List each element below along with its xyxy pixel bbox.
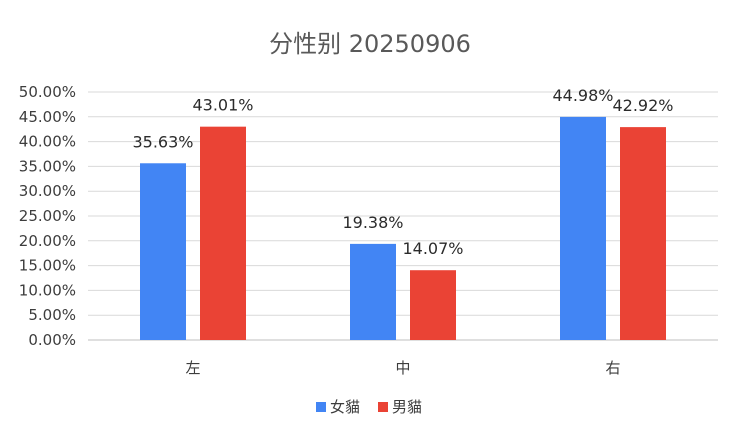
bars [140, 116, 666, 341]
x-axis-categories: 左中右 [185, 359, 620, 377]
bar [140, 163, 186, 340]
legend-swatch [316, 402, 326, 412]
y-tick-label: 50.00% [19, 83, 76, 101]
y-tick-label: 10.00% [19, 281, 76, 299]
legend-label: 男貓 [392, 398, 422, 416]
y-tick-label: 15.00% [19, 257, 76, 275]
y-tick-label: 25.00% [19, 207, 76, 225]
legend-label: 女貓 [330, 398, 360, 416]
y-tick-label: 45.00% [19, 108, 76, 126]
chart-title: 分性别 20250906 [269, 30, 471, 58]
bar [620, 127, 666, 341]
legend: 女貓 男貓 [316, 398, 422, 416]
y-axis-ticks: 0.00% 5.00% 10.00% 15.00% 20.00% 25.00% 30.00%… [19, 83, 76, 349]
gridlines [88, 91, 718, 341]
bar [350, 243, 396, 340]
bar [560, 116, 606, 340]
bar [200, 126, 246, 340]
data-label: 42.92% [612, 96, 673, 115]
y-tick-label: 0.00% [28, 331, 76, 349]
x-category-label: 中 [395, 359, 410, 377]
data-labels: 35.63% 43.01% 19.38% 14.07% 44.98%42.92% [132, 86, 673, 258]
y-tick-label: 20.00% [19, 232, 76, 250]
y-tick-label: 40.00% [19, 133, 76, 151]
data-label: 43.01% [192, 96, 253, 115]
bar [410, 270, 456, 340]
x-category-label: 左 [185, 359, 200, 377]
data-label: 35.63% [132, 132, 193, 151]
data-label: 14.07% [402, 239, 463, 258]
data-label: 19.38% [342, 213, 403, 232]
legend-swatch [378, 402, 388, 412]
data-label: 44.98% [552, 86, 613, 105]
x-category-label: 右 [605, 359, 620, 377]
y-tick-label: 5.00% [28, 306, 76, 324]
y-tick-label: 35.00% [19, 157, 76, 175]
y-tick-label: 30.00% [19, 182, 76, 200]
